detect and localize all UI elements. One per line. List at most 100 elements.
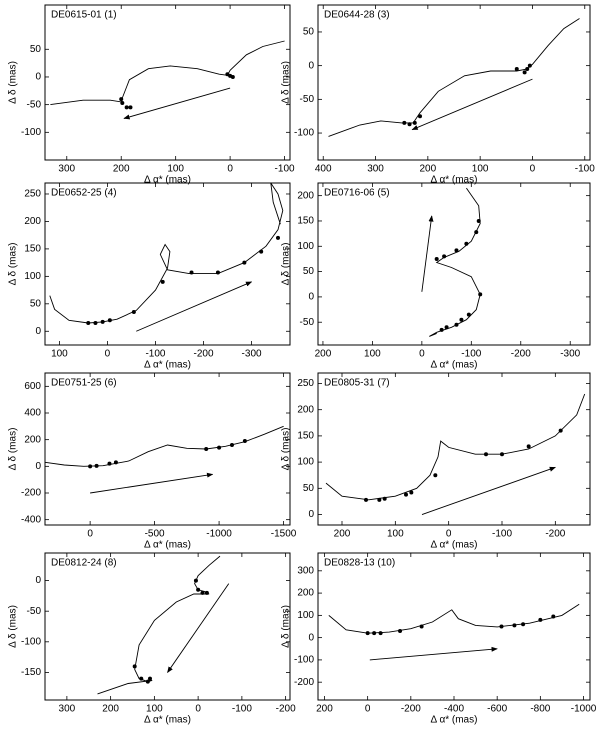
x-tick-label: -100 bbox=[575, 164, 595, 175]
observation-point bbox=[538, 617, 543, 622]
plot-frame bbox=[44, 552, 291, 701]
orbit-curve bbox=[97, 555, 221, 695]
x-axis-label: Δ α* (mas) bbox=[431, 360, 478, 371]
panel: 200 0 -200 -400 -600 -800 -1000-200-1000100200… bbox=[281, 552, 597, 726]
panel-title: DE0812-24 (8) bbox=[51, 558, 117, 569]
y-axis-label: Δ δ (mas) bbox=[281, 428, 292, 471]
observation-point bbox=[229, 443, 234, 447]
x-tick-label: 200 bbox=[334, 529, 351, 540]
plot-frame bbox=[317, 372, 591, 526]
observation-point bbox=[364, 497, 368, 502]
observation-point bbox=[377, 497, 382, 502]
x-tick-label: 0 bbox=[419, 349, 425, 360]
x-tick-label: 200 bbox=[316, 704, 333, 715]
observation-point bbox=[434, 256, 439, 261]
x-axis-label: Δ α* (mas) bbox=[431, 540, 478, 551]
observation-point bbox=[196, 587, 201, 592]
y-axis-label: Δ δ (mas) bbox=[281, 605, 292, 648]
observation-point bbox=[418, 114, 422, 119]
y-tick-label: 0 bbox=[308, 292, 314, 303]
observation-point bbox=[94, 463, 99, 468]
panel-title: DE0828-13 (10) bbox=[324, 558, 395, 569]
observation-point bbox=[200, 590, 205, 595]
observation-point bbox=[558, 428, 563, 433]
plot-frame bbox=[317, 4, 591, 161]
y-axis-label: Δ δ (mas) bbox=[8, 61, 19, 104]
observation-point bbox=[145, 679, 150, 684]
x-tick-label: 0 bbox=[195, 704, 201, 715]
observation-point bbox=[189, 270, 194, 275]
observation-point bbox=[404, 492, 408, 497]
y-axis-label: Δ δ (mas) bbox=[281, 61, 292, 104]
observation-point bbox=[402, 120, 407, 125]
panel: 0 -500 -1000 -1500 -400 -200 0 200 400 600 DE0751-… bbox=[8, 372, 297, 551]
y-tick-label: -100 bbox=[294, 655, 314, 666]
observation-point bbox=[107, 318, 112, 323]
proper-motion-arrow bbox=[90, 472, 214, 494]
observation-point bbox=[259, 249, 264, 254]
plot-frame bbox=[44, 4, 291, 161]
observation-point bbox=[398, 628, 403, 633]
observation-point bbox=[442, 254, 447, 259]
proper-motion-arrow bbox=[421, 215, 434, 292]
panel-title: DE0751-25 (6) bbox=[51, 378, 117, 389]
proper-motion-arrow bbox=[421, 466, 556, 515]
y-tick-label: 50 bbox=[30, 44, 42, 55]
observation-point bbox=[86, 321, 91, 326]
y-tick-label: -150 bbox=[21, 667, 41, 678]
x-tick-label: 300 bbox=[367, 164, 384, 175]
observation-point bbox=[499, 624, 504, 629]
observation-point bbox=[444, 325, 449, 330]
observation-point bbox=[131, 310, 136, 315]
y-tick-label: 200 bbox=[297, 588, 314, 599]
proper-motion-arrow bbox=[167, 583, 230, 673]
panel: 300 200 100 0 -100 -200 -150 -100 -50 0 DE0812-24 … bbox=[8, 552, 296, 726]
x-tick-label: -800 bbox=[530, 704, 550, 715]
x-tick-label: -100 bbox=[232, 704, 252, 715]
observation-point bbox=[132, 664, 137, 669]
observation-point bbox=[242, 439, 247, 443]
observation-point bbox=[466, 312, 471, 317]
y-tick-label: 100 bbox=[297, 457, 314, 468]
observation-point bbox=[382, 496, 387, 501]
observation-point bbox=[378, 631, 383, 636]
observation-point bbox=[525, 67, 530, 72]
observation-point bbox=[120, 100, 125, 105]
y-axis-label: Δ δ (mas) bbox=[281, 243, 292, 286]
y-tick-label: -100 bbox=[21, 127, 41, 138]
observation-point bbox=[521, 622, 526, 627]
y-tick-label: -50 bbox=[300, 317, 315, 328]
y-tick-label: 0 bbox=[35, 72, 41, 83]
panel-title: DE0644-28 (3) bbox=[324, 10, 390, 21]
observation-point bbox=[433, 473, 438, 478]
y-tick-label: 100 bbox=[297, 241, 314, 252]
observation-point bbox=[160, 279, 165, 284]
x-axis-label: Δ α* (mas) bbox=[144, 175, 191, 186]
panel-title: DE0716-06 (5) bbox=[324, 188, 390, 199]
observation-point bbox=[512, 623, 517, 628]
y-tick-label: 150 bbox=[297, 216, 314, 227]
observation-point bbox=[527, 63, 532, 68]
x-tick-label: 0 bbox=[446, 529, 452, 540]
observation-point bbox=[100, 319, 105, 324]
x-tick-label: 100 bbox=[51, 349, 68, 360]
observation-point bbox=[107, 461, 112, 466]
x-tick-label: -200 bbox=[545, 529, 565, 540]
proper-motion-arrow bbox=[369, 646, 498, 661]
y-tick-label: -100 bbox=[21, 636, 41, 647]
y-tick-label: 100 bbox=[24, 271, 41, 282]
panel: 200 100 0 -100 -200 -300 -50 0 50 100 150 200 DE0716… bbox=[281, 182, 591, 371]
y-tick-label: 200 bbox=[297, 190, 314, 201]
observation-point bbox=[412, 120, 417, 125]
y-tick-label: 400 bbox=[24, 408, 41, 419]
x-tick-label: 300 bbox=[58, 164, 75, 175]
x-tick-label: -500 bbox=[145, 529, 165, 540]
observation-point bbox=[459, 317, 464, 322]
x-tick-label: 300 bbox=[59, 704, 76, 715]
y-tick-label: 0 bbox=[35, 575, 41, 586]
x-tick-label: -100 bbox=[145, 349, 165, 360]
observation-point bbox=[275, 235, 280, 240]
x-tick-label: 0 bbox=[227, 164, 233, 175]
panel: 100 0 -100 -200 -300 0 50 100 150 200 250 DE0652-25… bbox=[8, 182, 291, 371]
